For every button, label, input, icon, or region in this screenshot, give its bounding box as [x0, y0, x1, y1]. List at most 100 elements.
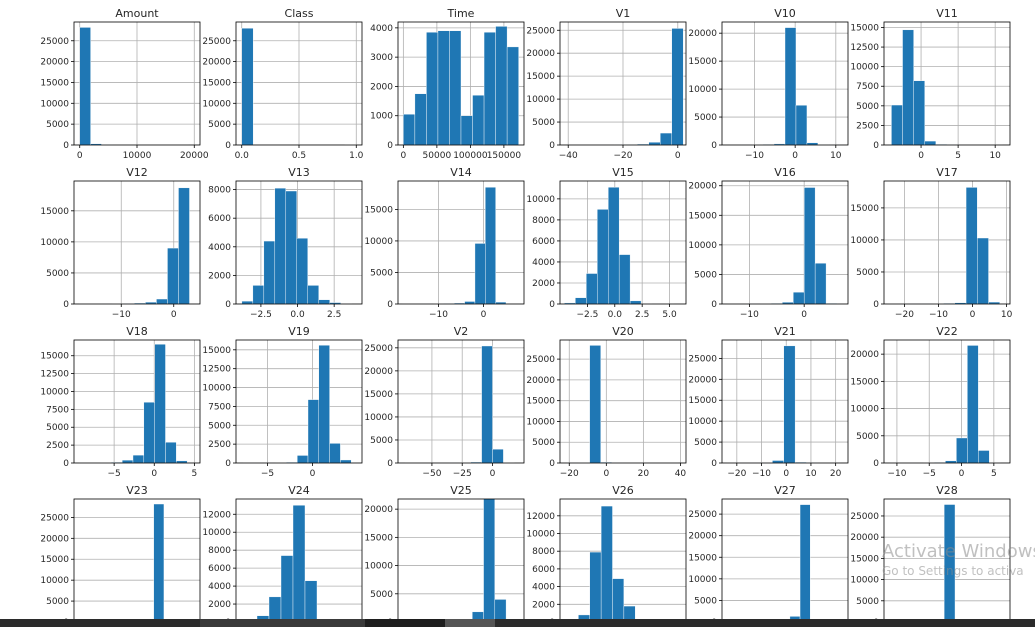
y-tick-label: 20000: [688, 532, 717, 542]
x-tick-label: 0: [783, 469, 789, 479]
y-tick-label: 2000: [370, 82, 393, 92]
histogram-bar: [793, 291, 805, 304]
histogram-bar: [575, 297, 587, 304]
histogram-bar: [178, 187, 190, 304]
y-tick-label: 8000: [208, 186, 231, 196]
x-tick-label: 0: [151, 469, 157, 479]
y-tick-label: 8000: [532, 216, 555, 226]
y-tick-label: 15000: [850, 204, 879, 214]
y-tick-label: 6000: [532, 237, 555, 247]
y-tick-label: 2000: [532, 600, 555, 610]
y-tick-label: 15000: [40, 78, 69, 88]
x-tick-label: 0: [970, 310, 976, 320]
x-tick-label: −10: [752, 469, 771, 479]
histogram-bar: [495, 26, 508, 145]
histogram-bar: [913, 80, 925, 145]
histogram-bar: [623, 605, 636, 622]
axes-frame: [235, 339, 363, 464]
histogram-v25: 05000100001500020000V25: [364, 484, 525, 627]
axes-frame: [397, 21, 525, 146]
plot-area-v20: [560, 340, 686, 463]
axes-frame: [721, 498, 849, 623]
y-tick-label: 0: [387, 141, 393, 151]
plot-area-v16: [722, 181, 848, 304]
y-tick-label: 25000: [40, 513, 69, 523]
y-tick-label: 25000: [850, 512, 879, 522]
subplot-title: V21: [774, 325, 796, 338]
plot-area-v13: [236, 181, 362, 304]
y-tick-label: 4000: [532, 583, 555, 593]
y-tick-label: 15000: [688, 553, 717, 563]
histogram-v21: 0 5000 10000 15000 20000 25000 −20 −10 0 10 20 V21: [688, 325, 849, 479]
y-tick-label: 5000: [856, 268, 879, 278]
histogram-bar: [460, 115, 473, 145]
histogram-bar: [167, 247, 179, 304]
y-tick-label: 20000: [688, 29, 717, 39]
histogram-bar: [589, 551, 602, 622]
histogram-bar: [79, 27, 91, 145]
y-tick-label: 10000: [526, 417, 555, 427]
histogram-v17: 0 5000 10000 15000 −20 −10 0 10 V17: [850, 166, 1012, 320]
subplot-title: V10: [774, 7, 796, 20]
y-tick-label: 10000: [364, 237, 393, 247]
y-tick-label: 5000: [856, 432, 879, 442]
x-tick-label: 0: [171, 310, 177, 320]
y-tick-label: 5000: [208, 120, 231, 130]
y-tick-label: 20000: [526, 49, 555, 59]
subplot-title: V25: [450, 484, 472, 497]
y-tick-label: 10000: [688, 417, 717, 427]
y-tick-label: 0: [63, 300, 69, 310]
histogram-bar: [292, 505, 306, 622]
y-tick-label: 10000: [202, 384, 231, 394]
histogram-class: 0 5000 10000 15000 20000 25000 0.0 0.5 1.0 Class: [202, 7, 363, 161]
subplot-title: V2: [454, 325, 469, 338]
x-tick-label: −20: [614, 151, 633, 161]
histogram-v14: 0 5000 10000 15000 −10 0 V14: [364, 166, 525, 320]
plot-area-v1: [560, 22, 686, 145]
x-tick-label: 150000: [487, 151, 522, 161]
y-tick-label: 5000: [370, 268, 393, 278]
histogram-bar: [629, 300, 642, 304]
subplot-title: Class: [285, 7, 314, 20]
y-tick-label: 25000: [526, 26, 555, 36]
y-tick-label: 4000: [208, 243, 231, 253]
axes-frame: [73, 180, 201, 305]
y-tick-label: 0: [63, 459, 69, 469]
plot-area-v10: [722, 22, 848, 145]
histogram-bar: [795, 105, 808, 145]
histogram-bar: [241, 300, 254, 304]
y-tick-label: 5000: [532, 118, 555, 128]
y-tick-label: 5000: [46, 597, 69, 607]
y-tick-label: 0: [549, 459, 555, 469]
plot-area-v28: [884, 504, 1010, 622]
x-tick-label: −10: [429, 310, 448, 320]
y-tick-label: 15000: [688, 396, 717, 406]
axes-frame: [721, 21, 849, 146]
histogram-bar: [492, 448, 504, 463]
y-tick-label: 5000: [694, 113, 717, 123]
plot-area-class: [236, 22, 362, 145]
y-tick-label: 15000: [364, 205, 393, 215]
x-tick-label: −40: [559, 151, 578, 161]
x-tick-label: 10: [1001, 310, 1013, 320]
histogram-v20: 0 5000 10000 15000 20000 25000 −20 0 20 40 V20: [526, 325, 686, 479]
y-tick-label: 10000: [850, 63, 879, 73]
x-tick-label: 0.0: [290, 310, 305, 320]
y-tick-label: 20000: [364, 367, 393, 377]
y-tick-label: 2000: [532, 279, 555, 289]
y-tick-label: 5000: [694, 438, 717, 448]
y-tick-label: 0: [549, 300, 555, 310]
y-tick-label: 5000: [856, 597, 879, 607]
x-tick-label: 20: [638, 469, 650, 479]
x-tick-label: −10: [929, 310, 948, 320]
x-tick-label: 20000: [180, 151, 209, 161]
y-tick-label: 10000: [40, 99, 69, 109]
subplot-title: V14: [450, 166, 472, 179]
histogram-v26: 020004000600080001000012000V26: [526, 484, 687, 627]
x-tick-label: 0.0: [235, 151, 250, 161]
plot-area-v17: [884, 181, 1010, 304]
y-tick-label: 2000: [208, 271, 231, 281]
histogram-bar: [437, 30, 450, 145]
y-tick-label: 25000: [364, 344, 393, 354]
histogram-bar: [165, 442, 177, 463]
